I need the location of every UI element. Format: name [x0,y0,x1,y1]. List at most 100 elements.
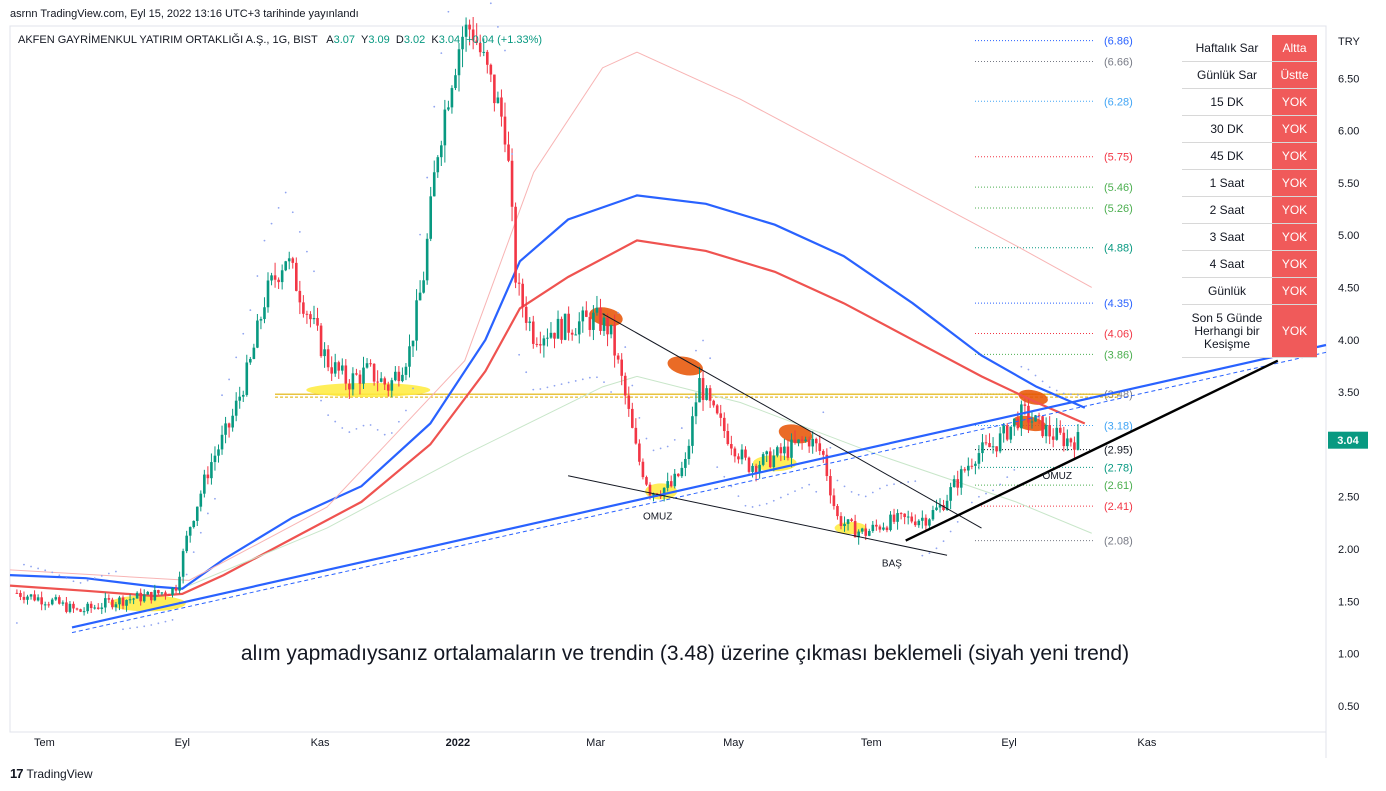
candle-body [241,394,245,397]
sar-dot [284,191,287,194]
downtrend-line [602,313,982,529]
candle-body [68,603,72,612]
candle-body [722,417,726,432]
candle-body [36,597,40,601]
envelope-upper [9,51,1092,581]
fib-label: (2.78) [1104,462,1133,474]
sar-dot [829,446,832,449]
candle-body [524,306,528,323]
candle-body [305,313,309,315]
fib-label: (4.88) [1104,243,1133,255]
candle-body [581,310,585,322]
price-tick: 2.50 [1338,492,1359,504]
candle-body [1062,432,1066,447]
candle-body [415,300,418,341]
sar-dot [581,378,584,381]
status-label: 2 Saat [1182,196,1272,224]
candle-body [850,519,853,521]
candle-body [128,599,132,601]
sar-dot [136,626,139,629]
status-value: YOK [1272,304,1317,358]
candle-body [273,275,277,280]
candle-body [153,590,157,601]
candle-body [995,446,998,452]
candle-body [599,307,602,331]
candle-body [938,505,942,508]
sar-dot [525,371,528,374]
candle-body [885,527,889,531]
sar-dot [539,388,542,390]
candle-body [397,371,401,382]
status-value: YOK [1272,115,1317,143]
candle-body [924,517,928,526]
sar-dot [751,506,754,508]
candle-body [206,474,210,479]
candle-body [365,363,369,368]
sar-dot [1006,476,1009,479]
candle-body [860,528,864,532]
candle-body [422,280,425,293]
yellow-highlight [306,382,431,397]
candle-body [157,590,160,594]
candle-body [726,431,730,445]
candle-body [390,380,394,391]
candle-body [362,367,365,384]
candle-body [687,445,691,460]
candle-body [1041,416,1044,437]
candle-body [319,325,323,357]
sar-dot [758,504,761,507]
status-label: 3 Saat [1182,223,1272,251]
sar-dot [744,504,747,507]
candle-body [528,321,532,323]
sar-dot [1077,393,1079,396]
candle-body [450,88,454,108]
sar-dot [1055,389,1058,392]
sar-dot [603,381,605,383]
candle-body [302,302,305,314]
sar-dot [291,211,294,214]
candle-body [199,493,203,507]
candle-body [871,524,875,531]
candle-body [47,604,51,606]
candle-body [846,519,850,524]
sar-dot [716,466,719,469]
candle-body [638,443,641,462]
candle-body [998,433,1002,452]
candle-body [899,513,903,515]
candle-body [747,457,751,472]
candle-body [970,465,974,467]
indicator-status-table: Haftalık Sar Altta Günlük Sar Üstte 15 DK YOK… [1182,35,1317,358]
candle-body [471,29,475,41]
candle-body [935,507,938,511]
candle-body [58,597,61,604]
sar-dot [504,49,506,52]
candle-body [645,477,648,485]
candle-body [853,520,857,538]
candle-body [652,493,655,496]
sar-dot [79,582,82,584]
close-value: 3.04 [438,34,461,46]
candle-body [882,527,885,530]
sar-dot [171,619,174,621]
candle-body [807,439,811,447]
fib-label: (5.46) [1104,182,1133,194]
price-tick: 4.50 [1338,282,1359,294]
candle-body [832,495,836,507]
currency-label: TRY [1338,36,1360,48]
sar-dot [93,577,96,580]
sar-dot [369,424,372,426]
candle-body [1034,415,1037,422]
pattern-label: BAŞ [882,559,902,570]
candle-body [185,535,188,552]
moving-average-1 [9,194,1086,590]
fib-label: (2.61) [1104,480,1133,492]
candle-body [761,454,765,465]
orange-marker [667,356,703,376]
candle-body [648,484,652,496]
candle-body [104,598,107,608]
candle-body [203,474,206,494]
candle-body [896,513,899,522]
high-value: 3.09 [368,34,390,46]
candle-body [1030,421,1034,423]
